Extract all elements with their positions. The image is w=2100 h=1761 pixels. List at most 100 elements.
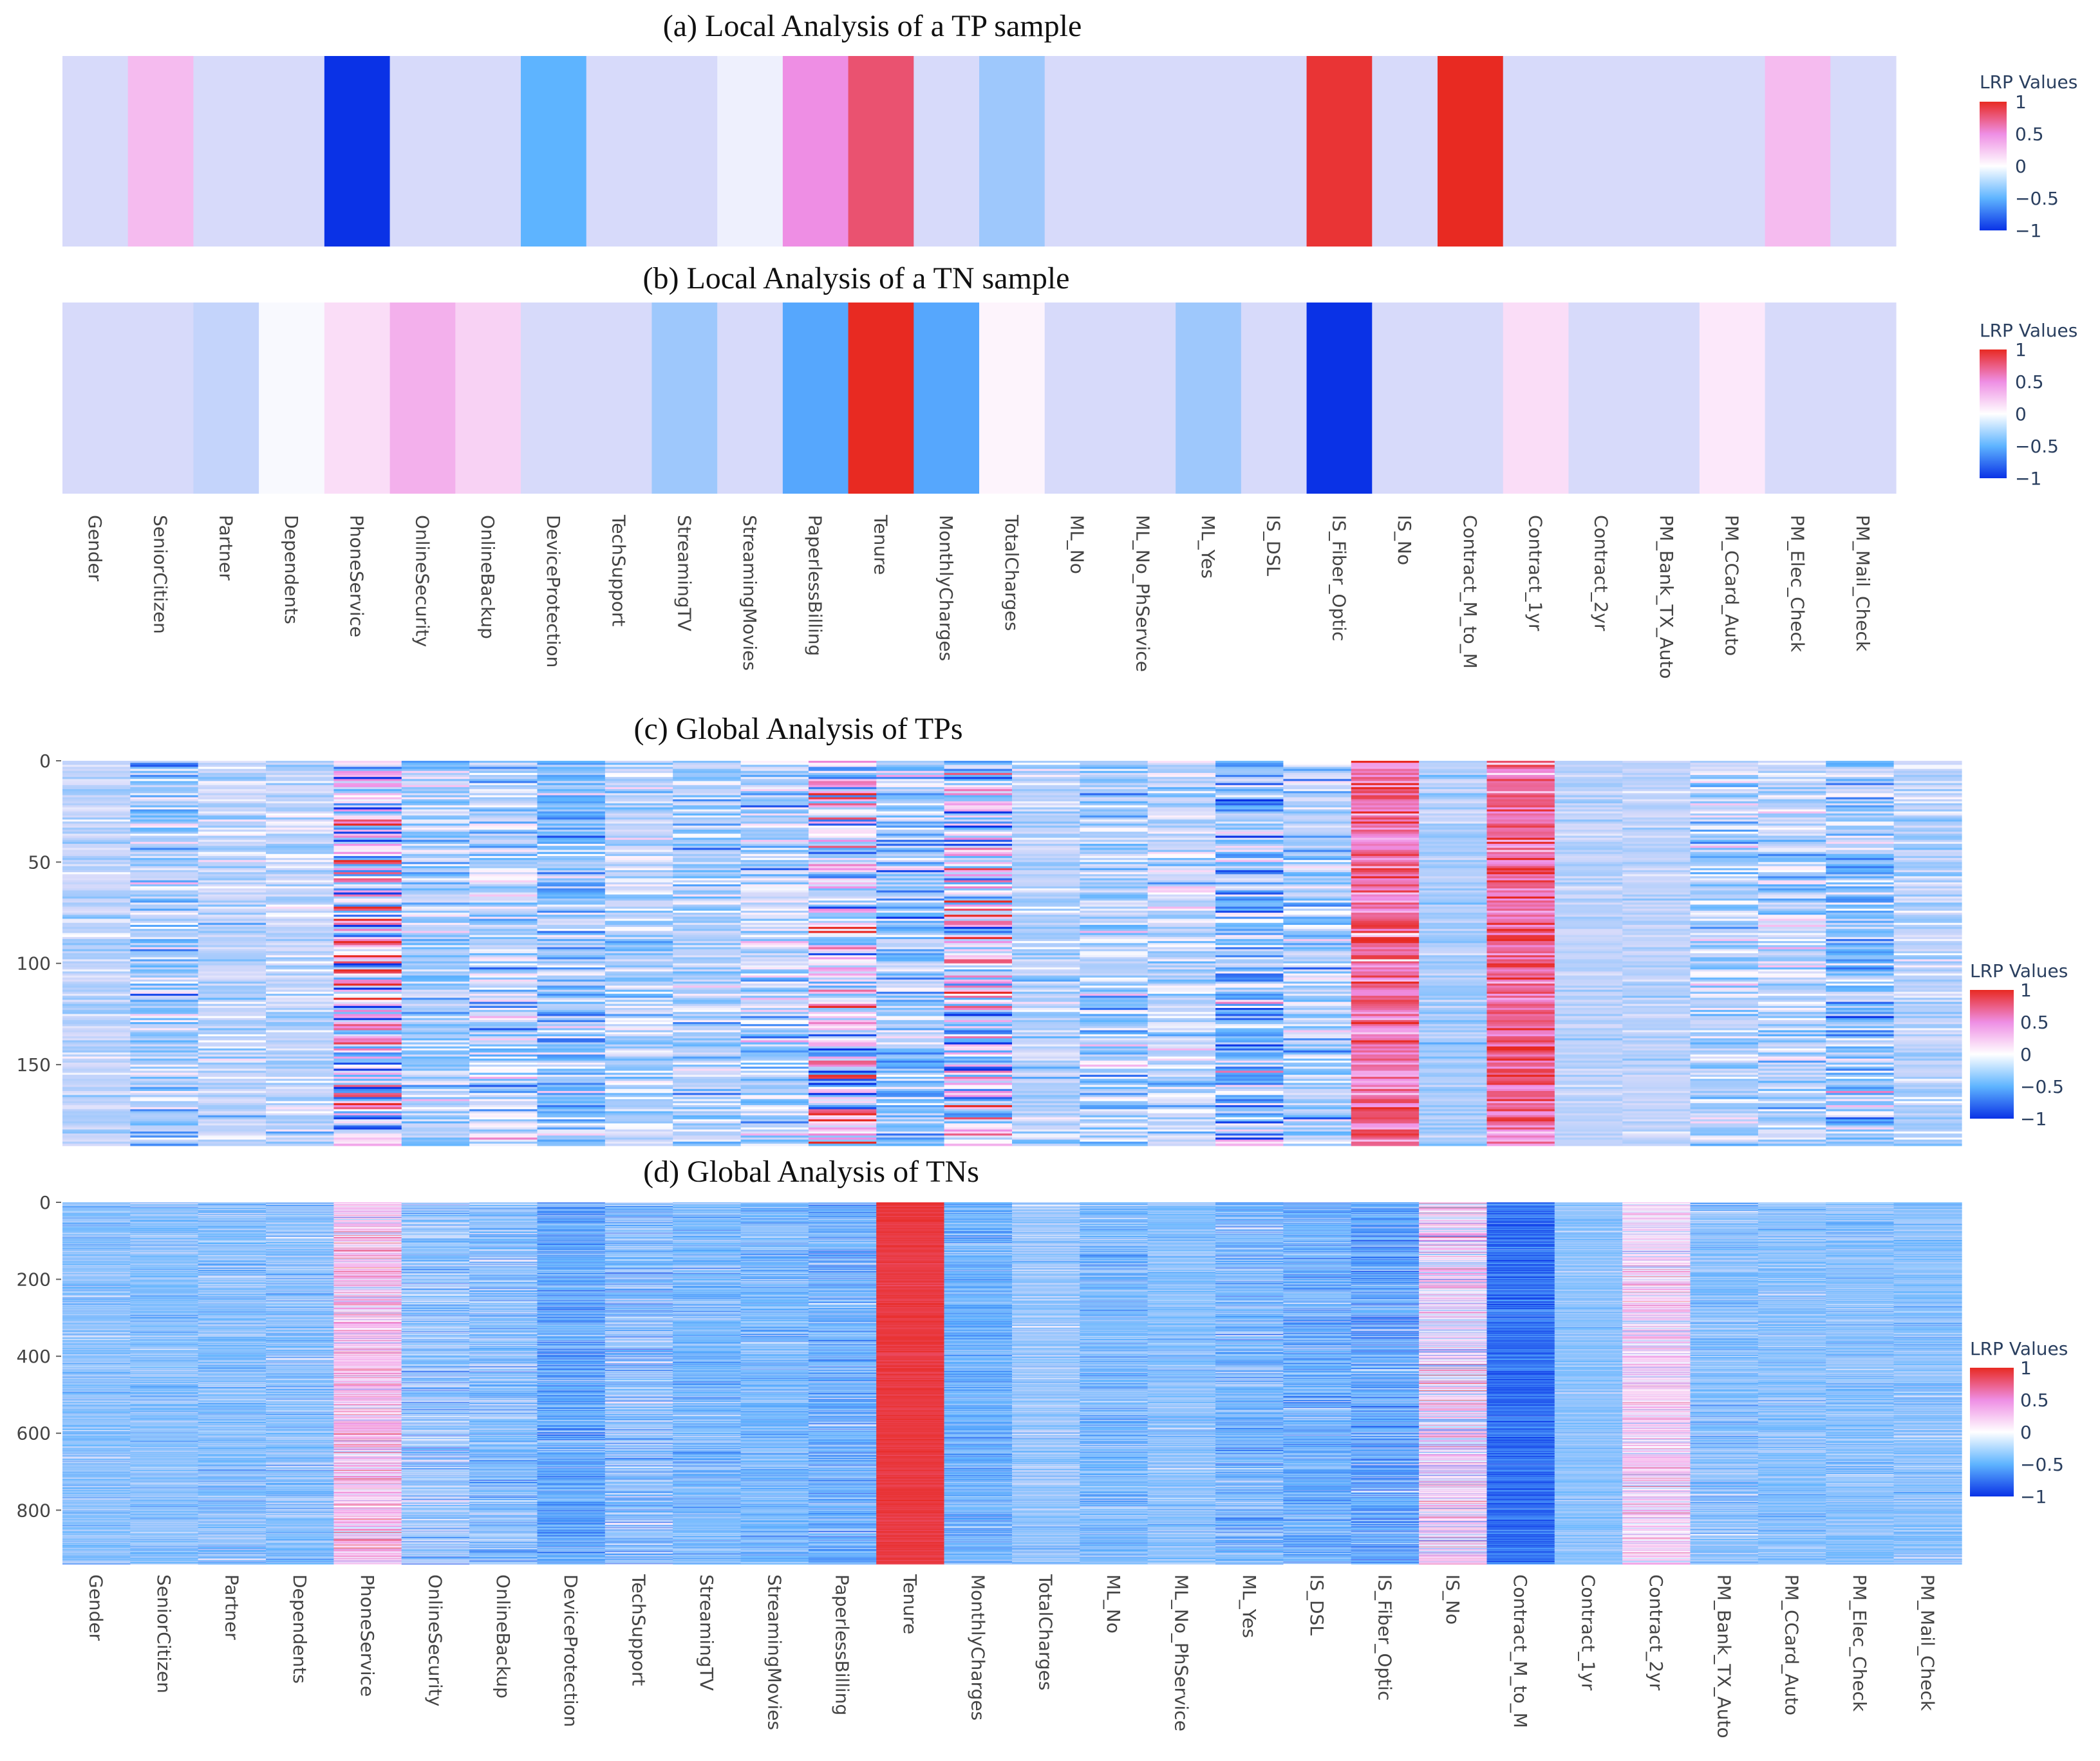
column-ML_No <box>1080 761 1148 1146</box>
cell <box>673 1127 742 1130</box>
cell <box>740 949 809 952</box>
cell <box>537 985 606 989</box>
cell <box>469 783 538 786</box>
column-MonthlyCharges <box>944 761 1013 1146</box>
column-PhoneService <box>333 761 402 1146</box>
cell <box>130 876 199 879</box>
cell <box>469 1091 538 1094</box>
cell <box>333 765 402 768</box>
cell <box>62 1068 131 1072</box>
cell <box>537 983 606 986</box>
cell <box>673 811 742 814</box>
cell <box>537 935 606 938</box>
cell <box>198 993 267 996</box>
cell <box>62 1007 131 1011</box>
cell <box>266 888 335 891</box>
cell <box>62 1046 131 1049</box>
cell <box>605 1121 673 1124</box>
cell <box>198 1133 267 1136</box>
cell <box>198 918 267 922</box>
cell <box>62 1016 131 1019</box>
column-ML_Yes <box>1215 761 1284 1146</box>
cell <box>198 1103 267 1106</box>
cell <box>266 1119 335 1122</box>
cell <box>266 1079 335 1081</box>
cell <box>537 979 606 982</box>
cell <box>808 1005 877 1009</box>
cell <box>198 878 267 881</box>
cell <box>605 765 673 768</box>
cell <box>808 852 877 855</box>
cell <box>401 1060 470 1063</box>
cell <box>605 1054 673 1058</box>
cell <box>401 1065 470 1067</box>
cell <box>62 951 131 954</box>
cell <box>537 1036 606 1039</box>
x-label-SeniorCitizen: SeniorCitizen <box>150 515 171 634</box>
x-label-Contract_2yr: Contract_2yr <box>1590 515 1611 631</box>
cell <box>333 793 402 796</box>
cell <box>673 1003 742 1007</box>
cell <box>198 1107 267 1110</box>
cell <box>673 910 742 913</box>
cell <box>605 1133 673 1136</box>
cell <box>469 1058 538 1061</box>
cell <box>266 1048 335 1051</box>
cell <box>130 817 199 820</box>
cell <box>401 979 470 982</box>
cell <box>673 1042 742 1045</box>
cell <box>808 1109 877 1112</box>
cell <box>333 1050 402 1053</box>
cell <box>876 935 945 938</box>
cell <box>469 929 538 931</box>
cell <box>469 973 538 976</box>
cell <box>673 982 742 984</box>
cell <box>198 1091 267 1094</box>
cell <box>266 772 335 776</box>
cell <box>130 938 199 942</box>
cell <box>537 904 606 908</box>
cell <box>740 1067 809 1069</box>
cell <box>130 1007 199 1011</box>
cell <box>401 1081 470 1084</box>
cell <box>333 1026 402 1029</box>
cell <box>537 1088 606 1092</box>
cell <box>673 899 742 901</box>
cell <box>401 1068 470 1072</box>
cell <box>266 1113 335 1116</box>
cell <box>266 1123 335 1126</box>
cell <box>266 775 335 778</box>
cell <box>401 1003 470 1007</box>
cell <box>62 996 131 998</box>
cell <box>333 933 402 936</box>
cell <box>537 1060 606 1063</box>
cell <box>401 945 470 948</box>
cell <box>537 1079 606 1081</box>
cell <box>808 931 877 934</box>
cell <box>333 894 402 897</box>
cell <box>469 1095 538 1098</box>
cell <box>401 1141 470 1144</box>
cell <box>605 975 673 978</box>
cell <box>808 1125 877 1128</box>
cell <box>401 866 470 869</box>
cell <box>333 998 402 1000</box>
cell <box>469 965 538 968</box>
cell <box>401 924 470 927</box>
cell <box>333 1135 402 1139</box>
cell <box>266 870 335 873</box>
cell <box>401 850 470 853</box>
cell <box>740 979 809 982</box>
cell <box>605 777 673 779</box>
cell <box>673 1129 742 1132</box>
cell <box>876 1143 945 1146</box>
cell <box>808 809 877 812</box>
cell <box>266 1034 335 1037</box>
cell <box>537 1044 606 1047</box>
cell <box>605 985 673 989</box>
cell <box>808 979 877 982</box>
cell <box>740 1107 809 1110</box>
cell <box>62 1002 131 1005</box>
cell <box>673 868 742 871</box>
cell <box>62 1125 131 1128</box>
